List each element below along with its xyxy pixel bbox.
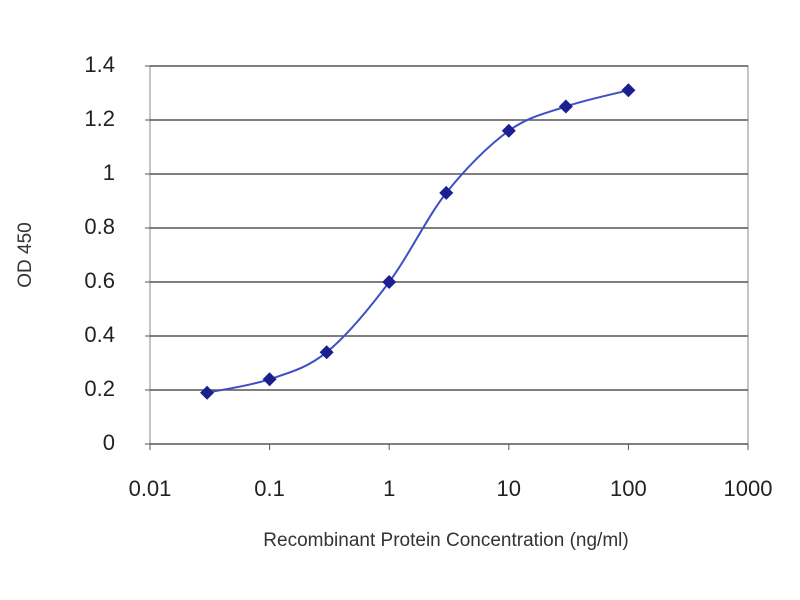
data-point bbox=[621, 83, 636, 98]
y-tick-label: 0.6 bbox=[84, 268, 115, 293]
x-tick-label: 1000 bbox=[724, 476, 773, 501]
data-point bbox=[501, 123, 516, 138]
x-tick-label: 1 bbox=[383, 476, 395, 501]
data-point bbox=[439, 185, 454, 200]
data-point bbox=[200, 385, 215, 400]
data-point bbox=[382, 275, 397, 289]
y-tick-label: 0 bbox=[103, 430, 115, 455]
y-tick-label: 0.2 bbox=[84, 376, 115, 401]
plot-area bbox=[149, 65, 749, 445]
data-point bbox=[262, 372, 277, 387]
series-line bbox=[206, 89, 629, 394]
y-axis-title: OD 450 bbox=[15, 222, 36, 287]
y-tick-label: 0.4 bbox=[84, 322, 115, 347]
data-point bbox=[558, 99, 573, 114]
x-axis-title: Recombinant Protein Concentration (ng/ml… bbox=[263, 530, 628, 551]
y-tick-label: 1.2 bbox=[84, 106, 115, 131]
y-tick-label: 0.8 bbox=[84, 214, 115, 239]
y-tick-label: 1.4 bbox=[84, 52, 115, 77]
y-tick-label: 1 bbox=[103, 160, 115, 185]
x-tick-label: 100 bbox=[610, 476, 647, 501]
x-tick-label: 10 bbox=[497, 476, 521, 501]
x-tick-label: 0.01 bbox=[129, 476, 172, 501]
x-tick-label: 0.1 bbox=[254, 476, 285, 501]
data-point bbox=[319, 345, 334, 360]
